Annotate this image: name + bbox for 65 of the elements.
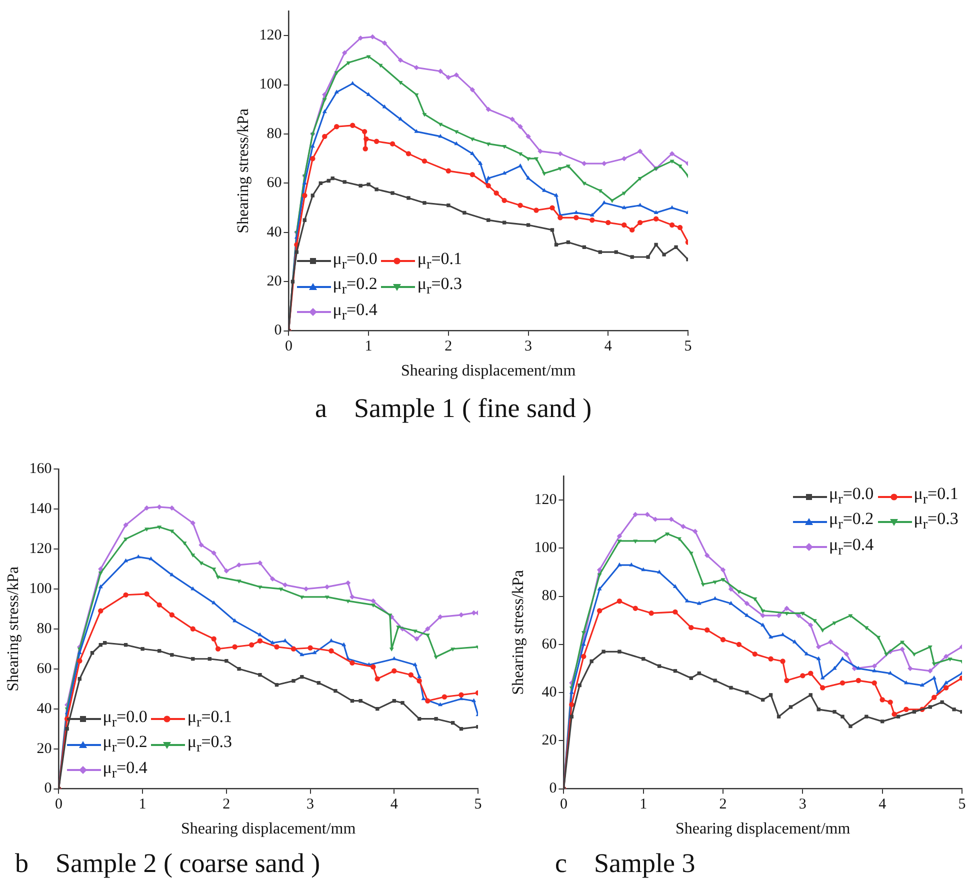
- y-tick-label: 60: [542, 636, 557, 652]
- x-tick-label: 0: [560, 796, 568, 813]
- x-tick-label: 5: [474, 796, 482, 813]
- legend-label: μ$_{r}$=0.2: [102, 732, 148, 758]
- x-tick-label: 4: [604, 338, 612, 355]
- x-tick-label: 5: [684, 338, 692, 355]
- y-tick-label: 100: [259, 76, 282, 93]
- y-tick-label: 60: [266, 175, 282, 192]
- x-tick-label: 0: [54, 796, 62, 813]
- y-tick-label: 40: [36, 700, 52, 717]
- y-tick-label: 80: [266, 126, 282, 142]
- y-axis-title: Shearing stress/kPa: [234, 108, 252, 234]
- legend-label: μ$_{r}$=0.1: [914, 484, 958, 510]
- legend-label: μ$_{r}$=0.1: [417, 248, 462, 274]
- legend-label: μ$_{r}$=0.0: [102, 706, 148, 732]
- y-tick-label: 20: [542, 732, 557, 749]
- y-axis-title: Shearing stress/kPa: [4, 566, 22, 692]
- y-tick-label: 40: [266, 224, 282, 240]
- y-tick-label: 20: [266, 274, 282, 290]
- x-tick-label: 2: [222, 796, 230, 813]
- y-tick-label: 80: [36, 620, 52, 637]
- y-tick-label: 100: [29, 580, 52, 597]
- x-axis-title: Shearing displacement/mm: [676, 820, 851, 838]
- legend-label: μ$_{r}$=0.0: [332, 248, 378, 274]
- y-tick-label: 60: [36, 660, 52, 677]
- legend-label: μ$_{r}$=0.3: [914, 509, 958, 535]
- legend-label: μ$_{r}$=0.3: [187, 732, 232, 758]
- text: b Sample 2 ( coarse sand ): [15, 847, 320, 880]
- legend-label: μ$_{r}$=0.4: [829, 534, 874, 560]
- x-tick-label: 1: [640, 796, 648, 813]
- legend-label: μ$_{r}$=0.0: [829, 484, 874, 510]
- y-tick-label: 120: [534, 492, 557, 508]
- x-tick-label: 2: [444, 338, 452, 355]
- x-tick-label: 4: [878, 796, 887, 813]
- text: a Sample 1 ( fine sand ): [315, 392, 592, 425]
- x-tick-label: 5: [958, 796, 966, 813]
- x-tick-label: 1: [138, 796, 146, 813]
- x-tick-label: 3: [798, 796, 806, 813]
- legend-label: μ$_{r}$=0.1: [187, 706, 232, 732]
- x-tick-label: 1: [364, 338, 372, 355]
- legend-label: μ$_{r}$=0.4: [332, 300, 378, 325]
- text: c Sample 3: [555, 847, 696, 880]
- x-tick-label: 0: [284, 338, 292, 355]
- x-axis-title: Shearing displacement/mm: [181, 820, 356, 838]
- y-tick-label: 20: [36, 740, 52, 757]
- y-tick-label: 80: [542, 588, 557, 604]
- x-tick-label: 2: [719, 796, 727, 813]
- y-tick-label: 0: [549, 780, 557, 797]
- x-tick-label: 4: [390, 796, 398, 813]
- y-tick-label: 40: [542, 684, 557, 700]
- x-tick-label: 3: [524, 338, 532, 355]
- x-tick-label: 3: [306, 796, 314, 813]
- legend-label: μ$_{r}$=0.2: [829, 509, 874, 535]
- y-tick-label: 160: [29, 460, 52, 477]
- y-tick-label: 120: [259, 28, 282, 44]
- x-axis-title: Shearing displacement/mm: [401, 362, 576, 380]
- legend-label: μ$_{r}$=0.2: [332, 274, 378, 300]
- legend-label: μ$_{r}$=0.4: [102, 758, 148, 783]
- y-axis-title: Shearing stress/kPa: [510, 570, 527, 695]
- y-tick-label: 0: [274, 322, 282, 339]
- y-tick-label: 0: [44, 780, 52, 797]
- legend-label: μ$_{r}$=0.3: [417, 274, 462, 300]
- y-tick-label: 120: [29, 540, 52, 557]
- y-tick-label: 140: [29, 500, 52, 517]
- y-tick-label: 100: [534, 540, 557, 556]
